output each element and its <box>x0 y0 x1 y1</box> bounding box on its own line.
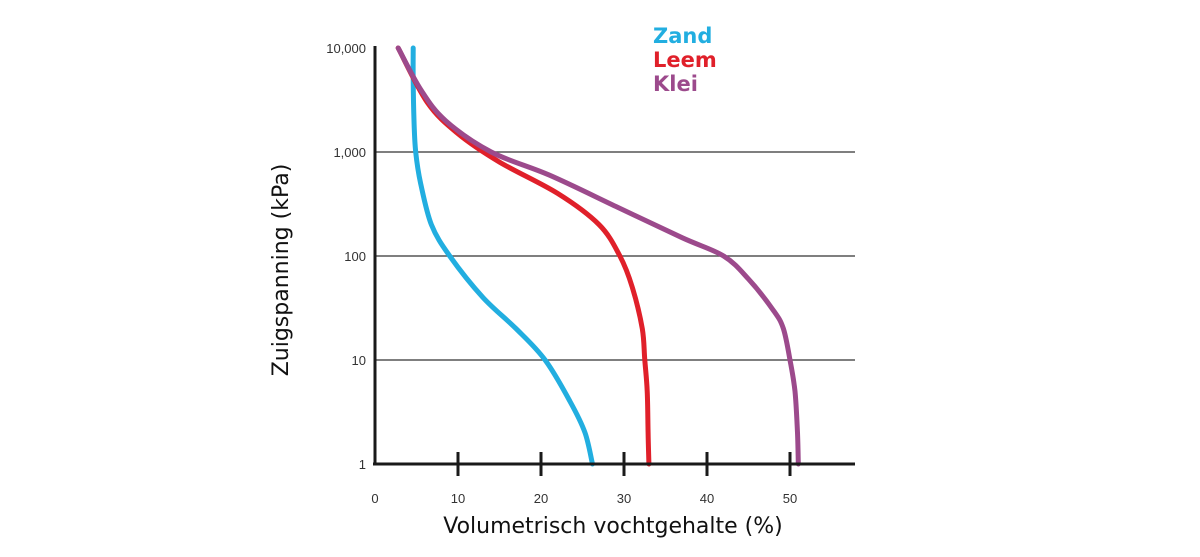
x-tick-label-0: 0 <box>371 491 378 506</box>
y-tick-label-1: 1 <box>359 457 366 472</box>
legend-entry-leem: Leem <box>653 48 717 72</box>
series-line-klei <box>395 45 801 467</box>
series-layer <box>395 45 801 467</box>
x-tick-label-20: 20 <box>534 491 548 506</box>
legend-entry-klei: Klei <box>653 72 698 96</box>
x-tick-label-10: 10 <box>451 491 465 506</box>
ticks-layer: 0 10 20 30 40 50 1 10 100 1,000 10,000 <box>326 41 797 506</box>
y-tick-label-100: 100 <box>344 249 366 264</box>
x-axis-title: Volumetrisch vochtgehalte (%) <box>443 514 783 539</box>
series-line-zand <box>410 45 595 467</box>
y-tick-label-1-000: 1,000 <box>333 145 366 160</box>
axes-layer <box>373 46 855 466</box>
y-axis-title: Zuigspanning (kPa) <box>269 164 294 377</box>
x-tick-label-50: 50 <box>783 491 797 506</box>
x-tick-label-30: 30 <box>617 491 631 506</box>
y-tick-label-10-000: 10,000 <box>326 41 366 56</box>
grid-layer <box>375 151 855 361</box>
x-tick-label-40: 40 <box>700 491 714 506</box>
y-tick-label-10: 10 <box>352 353 366 368</box>
legend-entry-zand: Zand <box>653 24 712 48</box>
